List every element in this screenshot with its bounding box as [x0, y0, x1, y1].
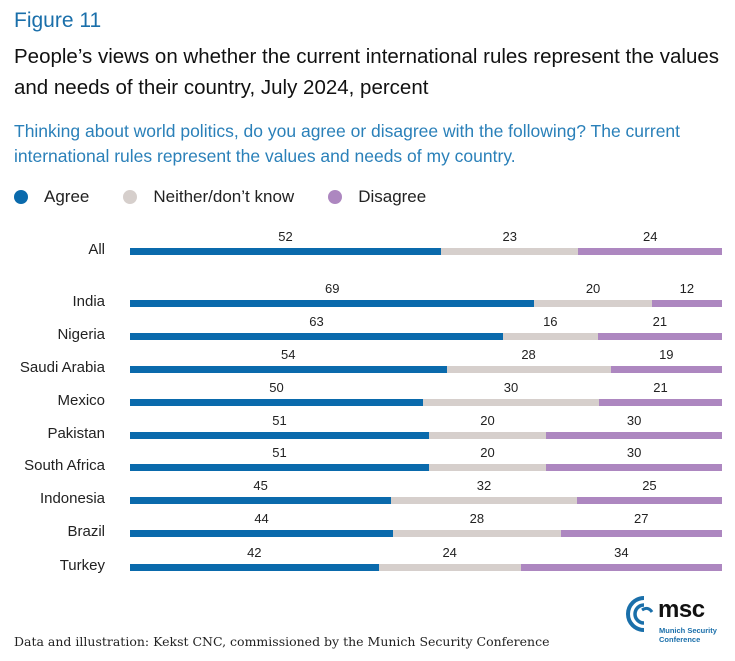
value-label-disagree: 34	[614, 545, 629, 560]
logo-subtitle: Munich Security Conference	[659, 626, 717, 644]
bar-neither	[446, 366, 611, 373]
value-label-agree: 42	[247, 545, 262, 560]
legend-dot-disagree-icon	[328, 190, 343, 204]
value-label-neither: 28	[469, 511, 485, 526]
value-label-agree: 52	[278, 229, 293, 244]
bar-agree	[130, 497, 392, 504]
value-label-neither: 32	[476, 478, 492, 493]
legend-item-disagree: Disagree	[328, 187, 426, 207]
bar-agree	[130, 333, 503, 340]
logo-sub-line2: Conference	[659, 635, 701, 644]
category-label: Pakistan	[47, 425, 105, 442]
bar-disagree	[546, 432, 722, 439]
value-label-disagree: 21	[652, 314, 668, 329]
value-label-disagree: 12	[679, 281, 695, 296]
value-label-agree: 50	[269, 380, 284, 395]
value-label-agree: 54	[281, 347, 296, 362]
survey-question: Thinking about world politics, do you ag…	[14, 121, 681, 166]
logo-name: msc	[658, 596, 705, 623]
legend-dot-agree-icon	[14, 190, 28, 204]
value-label-neither: 28	[521, 347, 536, 362]
category-label: Turkey	[59, 557, 105, 574]
bar-disagree	[597, 333, 722, 340]
category-label: Indonesia	[39, 490, 105, 507]
bar-neither	[391, 497, 577, 504]
value-label-neither: 24	[442, 545, 457, 560]
value-label-neither: 20	[480, 413, 495, 428]
bar-neither	[393, 530, 561, 537]
value-label-neither: 16	[543, 314, 558, 329]
chart-title: People’s views on whether the current in…	[14, 45, 719, 99]
value-label-neither: 23	[502, 229, 517, 244]
legend-label-agree: Agree	[44, 187, 90, 206]
legend-dot-neither-icon	[123, 190, 138, 204]
bar-disagree	[578, 248, 722, 255]
value-label-agree: 69	[324, 281, 340, 296]
value-label-agree: 51	[272, 445, 287, 460]
value-label-disagree: 27	[634, 511, 649, 526]
legend-label-disagree: Disagree	[358, 187, 427, 206]
value-label-neither: 20	[480, 445, 495, 460]
value-label-neither: 20	[585, 281, 601, 296]
figure-label: Figure 11	[14, 9, 102, 32]
value-label-disagree: 25	[642, 478, 657, 493]
bar-disagree	[598, 399, 722, 406]
source-footer: Data and illustration: Kekst CNC, commis…	[14, 634, 550, 649]
bar-agree	[130, 530, 394, 537]
category-label: South Africa	[24, 457, 105, 474]
legend-label-neither: Neither/don’t know	[153, 187, 295, 206]
value-label-disagree: 19	[659, 347, 674, 362]
legend: Agree Neither/don’t know Disagree	[14, 187, 460, 207]
value-label-agree: 45	[253, 478, 268, 493]
legend-item-neither: Neither/don’t know	[123, 187, 294, 207]
bar-disagree	[520, 564, 722, 571]
category-label: Brazil	[67, 523, 105, 540]
msc-logo: msc Munich Security Conference	[622, 594, 732, 654]
value-label-agree: 44	[254, 511, 269, 526]
msc-logo-icon	[626, 596, 654, 632]
bar-neither	[428, 432, 547, 439]
bar-neither	[502, 333, 598, 340]
category-label: Nigeria	[57, 326, 105, 343]
legend-item-agree: Agree	[14, 187, 89, 207]
bar-agree	[130, 248, 441, 255]
bar-neither	[378, 564, 521, 571]
value-label-neither: 30	[503, 380, 519, 395]
value-label-agree: 51	[272, 413, 287, 428]
category-label: Mexico	[57, 392, 105, 409]
bar-agree	[130, 399, 424, 406]
bar-neither	[423, 399, 599, 406]
bar-agree	[130, 300, 535, 307]
bar-disagree	[576, 497, 722, 504]
bar-disagree	[610, 366, 722, 373]
category-label: All	[88, 241, 105, 258]
value-label-disagree: 21	[653, 380, 668, 395]
bar-neither	[428, 464, 547, 471]
bar-agree	[130, 564, 379, 571]
bar-disagree	[651, 300, 722, 307]
bar-disagree	[546, 464, 722, 471]
category-label: Saudi Arabia	[19, 359, 105, 376]
bar-agree	[130, 432, 429, 439]
category-label: India	[72, 293, 105, 310]
value-label-disagree: 30	[626, 413, 642, 428]
bar-agree	[130, 464, 429, 471]
value-label-agree: 63	[309, 314, 324, 329]
logo-sub-line1: Munich Security	[659, 626, 717, 635]
value-label-disagree: 30	[626, 445, 642, 460]
bar-agree	[130, 366, 447, 373]
bar-disagree	[560, 530, 722, 537]
value-label-disagree: 24	[643, 229, 658, 244]
bar-neither	[440, 248, 579, 255]
bar-neither	[534, 300, 652, 307]
